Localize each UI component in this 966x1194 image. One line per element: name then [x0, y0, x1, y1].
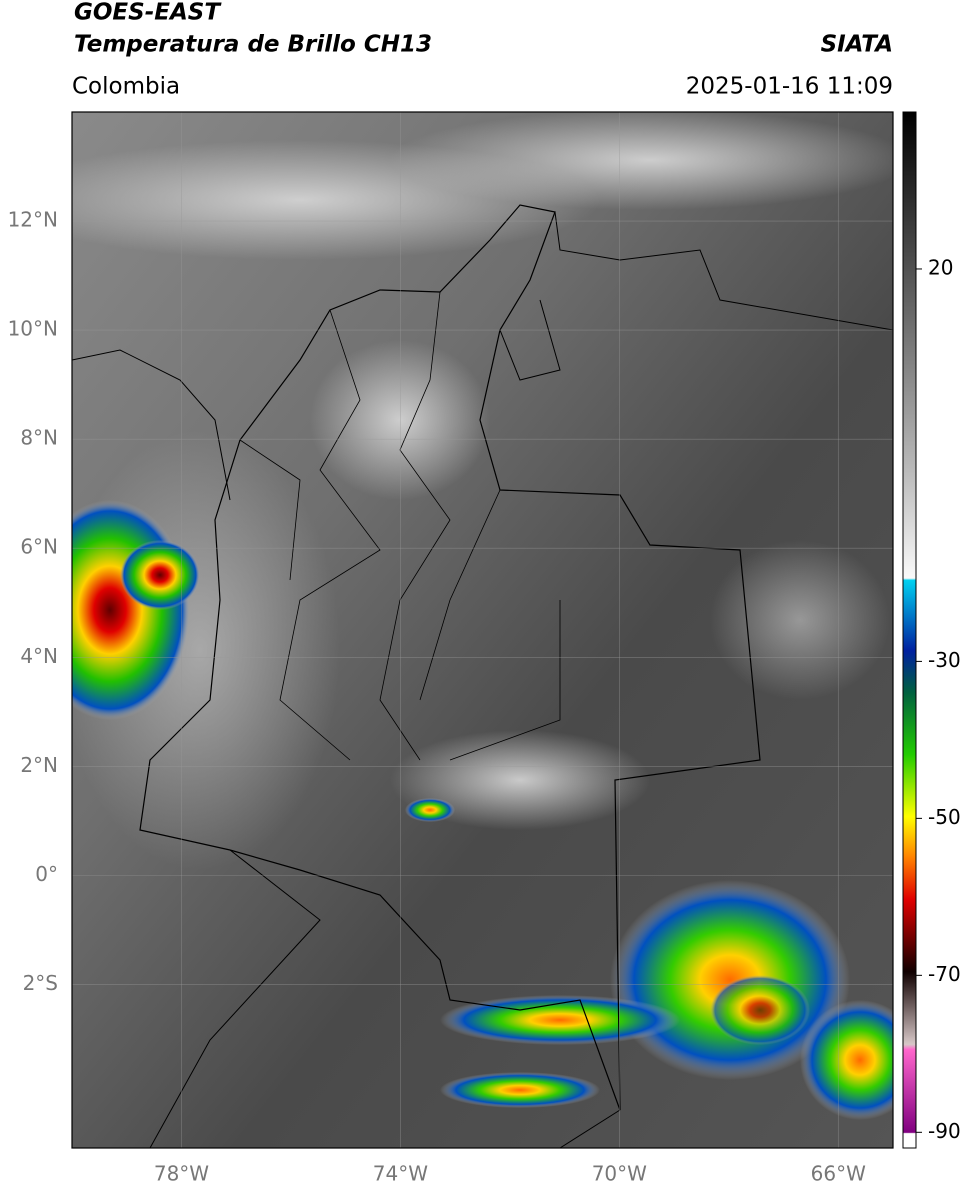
country-border	[139, 204, 761, 1111]
storm	[405, 798, 455, 822]
satellite-image	[72, 112, 893, 1148]
cloud	[390, 730, 650, 830]
cloud	[390, 112, 893, 210]
lat-tick-label: 6°N	[20, 535, 58, 559]
storm	[440, 1072, 600, 1108]
lon-tick-label: 78°W	[154, 1162, 209, 1186]
border	[72, 211, 893, 1148]
lon-tick-label: 74°W	[373, 1162, 428, 1186]
region: Colombia	[72, 74, 180, 100]
lon-tick-label: 70°W	[592, 1162, 647, 1186]
storm	[800, 1000, 893, 1120]
lat-tick-label: 4°N	[20, 644, 58, 668]
lon-tick-label: 66°W	[811, 1162, 866, 1186]
map-frame	[71, 111, 894, 1149]
lat-tick-label: 10°N	[8, 317, 58, 341]
datetime: 2025-01-16 11:09	[686, 74, 893, 100]
cloud	[310, 340, 490, 500]
colorbar-tick-label: -30	[928, 648, 961, 672]
lat-tick-label: 0°	[35, 862, 58, 886]
colorbar	[902, 111, 917, 1149]
colorbar-tick-label: 20	[928, 255, 953, 279]
source: SIATA	[821, 32, 893, 58]
storm	[710, 975, 810, 1045]
lat-tick-label: 2°N	[20, 753, 58, 777]
lat-tick-label: 12°N	[8, 208, 58, 232]
storm	[120, 540, 200, 610]
department-border	[239, 291, 561, 761]
lat-tick-label: 2°S	[23, 971, 58, 995]
title: Temperatura de Brillo CH13	[74, 32, 432, 58]
storm	[440, 995, 680, 1045]
colorbar-tick-label: -70	[928, 962, 961, 986]
colorbar-tick-label: -90	[928, 1119, 961, 1143]
cloud	[710, 540, 890, 700]
storm	[72, 500, 190, 720]
lat-tick-label: 8°N	[20, 426, 58, 450]
colorbar-tick-label: -50	[928, 805, 961, 829]
title: GOES-EAST	[74, 0, 222, 26]
